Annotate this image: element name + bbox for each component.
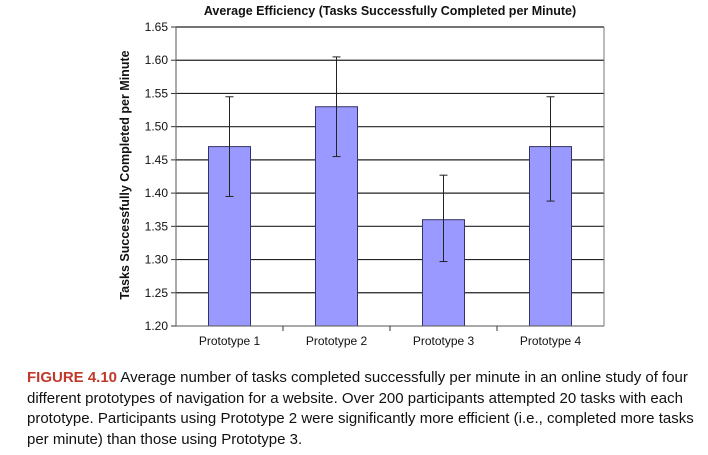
figure-caption: FIGURE 4.10 Average number of tasks comp… xyxy=(27,368,699,450)
y-axis-title: Tasks Successfully Completed per Minute xyxy=(118,50,132,299)
y-tick-label: 1.65 xyxy=(145,20,169,34)
y-tick-label: 1.35 xyxy=(145,219,169,233)
figure-label: FIGURE 4.10 xyxy=(27,369,118,386)
y-tick-label: 1.30 xyxy=(145,253,169,267)
x-tick-label: Prototype 3 xyxy=(413,334,475,348)
y-tick-label: 1.45 xyxy=(145,153,169,167)
chart-title: Average Efficiency (Tasks Successfully C… xyxy=(204,4,576,18)
x-tick-label: Prototype 4 xyxy=(520,334,582,348)
y-tick-label: 1.55 xyxy=(145,86,169,100)
x-tick-labels: Prototype 1 Prototype 2 Prototype 3 Prototy… xyxy=(199,334,582,348)
y-tick-label: 1.25 xyxy=(145,286,169,300)
x-tick-label: Prototype 1 xyxy=(199,334,261,348)
y-tick-label: 1.40 xyxy=(145,186,169,200)
caption-text: Average number of tasks completed succes… xyxy=(27,369,694,448)
y-tick-label: 1.50 xyxy=(145,120,169,134)
axes xyxy=(171,26,605,331)
error-bars xyxy=(225,56,555,263)
y-tick-label: 1.60 xyxy=(145,53,169,67)
y-tick-label: 1.20 xyxy=(145,319,169,333)
x-tick-label: Prototype 2 xyxy=(306,334,368,348)
bar-chart: Average Efficiency (Tasks Successfully C… xyxy=(118,4,605,348)
y-tick-labels: 1.20 1.25 1.30 1.35 1.40 1.45 1.50 1.55 1.60 1.65 xyxy=(145,20,169,333)
